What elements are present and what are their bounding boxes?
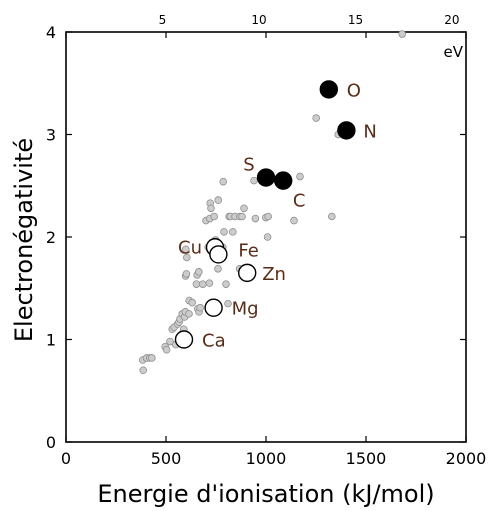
scatter-point — [195, 268, 203, 276]
nonmetal-point-c — [274, 171, 293, 190]
top-axis-tick-label: 20 — [444, 13, 459, 27]
scatter-point — [296, 172, 304, 181]
scatter-point — [148, 354, 156, 362]
scatter-point — [192, 280, 201, 288]
scatter-point — [222, 280, 230, 288]
scatter-point — [312, 114, 321, 122]
y-tick-label: 4 — [46, 23, 56, 42]
top-axis-tick-label: 10 — [251, 13, 266, 27]
y-tick-label: 2 — [46, 228, 56, 247]
scatter-point — [398, 30, 407, 38]
nonmetal-point-o — [319, 80, 338, 99]
metal-point-mg — [204, 298, 223, 317]
scatter-point — [185, 310, 193, 318]
scatter-point — [238, 212, 246, 221]
scatter-point — [166, 337, 174, 346]
metal-label-cu: Cu — [178, 237, 202, 258]
scatter-point — [290, 216, 298, 225]
scatter-point — [229, 228, 237, 236]
scatter-point — [250, 176, 258, 185]
scatter-point — [251, 214, 260, 223]
scatter-point — [182, 270, 191, 278]
scatter-point — [220, 228, 228, 236]
scatter-point — [214, 264, 222, 273]
metal-point-fe — [209, 245, 228, 264]
metal-point-zn — [237, 263, 257, 283]
x-axis-title: Energie d'ionisation (kJ/mol) — [97, 480, 434, 508]
scatter-point — [199, 280, 207, 288]
scatter-point — [183, 253, 191, 262]
scatter-point — [263, 233, 272, 241]
x-tick-label: 2000 — [446, 449, 487, 468]
scatter-point — [264, 212, 273, 221]
scatter-point — [210, 212, 219, 221]
y-tick-label: 1 — [46, 331, 56, 350]
scatter-point — [207, 204, 215, 213]
x-tick-label: 500 — [151, 449, 182, 468]
nonmetal-label-s: S — [243, 155, 254, 176]
top-axis-tick-label: 15 — [348, 13, 363, 27]
scatter-point — [188, 298, 197, 307]
metal-label-fe: Fe — [238, 240, 258, 261]
scatter-point — [182, 245, 190, 254]
top-axis-tick-label: 5 — [159, 13, 167, 27]
nonmetal-label-o: O — [347, 80, 361, 101]
y-tick-label: 0 — [46, 433, 56, 452]
y-tick-label: 3 — [46, 126, 56, 145]
nonmetal-label-n: N — [363, 121, 376, 142]
x-tick-label: 1000 — [246, 449, 287, 468]
nonmetal-point-n — [337, 121, 356, 140]
scatter-point — [224, 299, 232, 308]
x-tick-label: 1500 — [346, 449, 387, 468]
metal-point-ca — [174, 330, 194, 349]
y-axis-title: Electronégativité — [10, 138, 38, 342]
top-axis-unit-label: eV — [444, 43, 464, 61]
scatter-point — [327, 212, 336, 221]
nonmetal-label-c: C — [293, 191, 306, 212]
metal-label-ca: Ca — [202, 331, 226, 352]
scatter-point — [139, 366, 148, 375]
metal-label-mg: Mg — [232, 299, 259, 320]
scatter-point — [219, 177, 228, 186]
scatter-point — [214, 196, 223, 204]
metal-label-zn: Zn — [262, 264, 286, 285]
scatter-point — [205, 279, 214, 287]
scatter-point — [162, 345, 171, 354]
scatter-point — [240, 204, 248, 213]
x-tick-label: 0 — [61, 449, 71, 468]
scatter-point — [196, 303, 205, 312]
plot-area: 0 500 1000 1500 2000 0 1 2 3 4 5 10 15 20 ON S C Cu FeZnMg… — [46, 13, 487, 468]
nonmetal-point-s — [256, 168, 276, 187]
